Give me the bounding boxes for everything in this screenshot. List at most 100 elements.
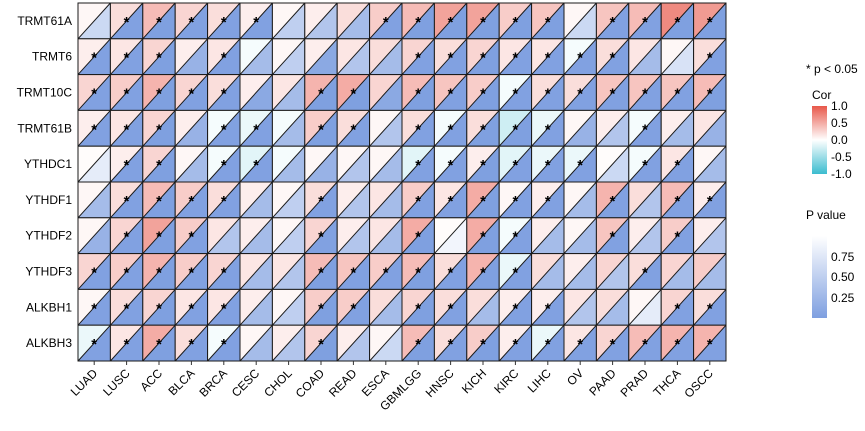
cell-diagonal: [531, 324, 565, 362]
heatmap-cell: *: [660, 2, 695, 40]
heatmap-cell: *: [142, 324, 176, 362]
cell-diagonal: [660, 289, 694, 326]
cell-diagonal: [498, 145, 532, 183]
heatmap-cell: *: [401, 109, 435, 147]
heatmap-cell: [595, 145, 630, 183]
heatmap-cell: *: [498, 109, 533, 147]
significance-marker: *: [91, 121, 97, 138]
heatmap-cell: *: [109, 109, 144, 147]
significance-marker: *: [415, 193, 421, 210]
heatmap-cell: *: [693, 288, 727, 326]
heatmap-cell: [369, 109, 403, 147]
heatmap-cell: *: [77, 288, 111, 326]
cell-diagonal: [369, 38, 403, 75]
heatmap-cell: *: [77, 253, 111, 290]
significance-marker: *: [221, 193, 227, 210]
significance-marker: *: [415, 14, 421, 31]
heatmap-cell: [628, 288, 662, 326]
cell-diagonal: [207, 74, 241, 111]
significance-marker: *: [221, 265, 227, 282]
significance-marker: *: [480, 265, 486, 282]
heatmap-cell: [369, 217, 403, 255]
row-label: YTHDF3: [25, 265, 72, 279]
significance-marker: *: [383, 14, 389, 31]
heatmap-cell: [77, 2, 111, 40]
cell-diagonal: [693, 2, 727, 40]
significance-marker: *: [415, 50, 421, 67]
heatmap-cell: *: [693, 181, 727, 219]
cell-diagonal: [207, 217, 241, 254]
cell-diagonal: [563, 38, 597, 75]
significance-marker: *: [512, 157, 518, 174]
heatmap-cell: *: [595, 217, 630, 255]
cell-diagonal: [174, 289, 208, 326]
significance-marker: *: [480, 336, 486, 353]
significance-marker: *: [610, 14, 616, 31]
cell-diagonal: [693, 145, 727, 183]
heatmap-cell: *: [433, 74, 468, 111]
heatmap-cell: [336, 145, 371, 183]
significance-marker: *: [156, 193, 162, 210]
cell-diagonal: [272, 253, 306, 290]
significance-marker: *: [156, 86, 162, 103]
significance-marker: *: [610, 86, 616, 103]
cell-diagonal: [174, 38, 208, 75]
cell-diagonal: [77, 145, 111, 183]
cell-diagonal: [401, 110, 435, 147]
cell-diagonal: [498, 110, 532, 147]
cell-diagonal: [142, 289, 176, 326]
significance-marker: *: [674, 193, 680, 210]
heatmap-cell: *: [174, 181, 209, 219]
significance-marker: *: [448, 336, 454, 353]
significance-marker: *: [318, 300, 324, 317]
p-colorbar: [812, 236, 827, 318]
column-label: LUSC: [100, 366, 133, 399]
cell-diagonal: [531, 145, 565, 183]
cell-diagonal: [628, 38, 662, 75]
heatmap-cell: *: [433, 2, 468, 40]
cell-diagonal: [498, 181, 532, 219]
cell-diagonal: [110, 145, 144, 183]
heatmap-cell: *: [693, 38, 727, 76]
significance-marker: *: [480, 193, 486, 210]
heatmap-cell: [239, 253, 273, 290]
heatmap-cell: [336, 2, 371, 40]
heatmap-cell: *: [142, 253, 176, 290]
cell-diagonal: [239, 145, 273, 183]
cell-diagonal: [693, 74, 727, 111]
heatmap-cell: *: [628, 74, 662, 111]
heatmap-cell: *: [207, 38, 241, 76]
significance-marker: *: [221, 50, 227, 67]
heatmap-cell: *: [239, 109, 273, 147]
cell-diagonal: [369, 289, 403, 326]
heatmap-cell: *: [628, 2, 662, 40]
significance-marker: *: [415, 300, 421, 317]
significance-marker: *: [124, 229, 130, 246]
cell-diagonal: [174, 181, 208, 219]
cell-diagonal: [401, 38, 435, 75]
heatmap-cell: *: [174, 253, 209, 290]
cell-diagonal: [110, 324, 144, 362]
cell-diagonal: [142, 74, 176, 111]
heatmap-cell: [304, 2, 338, 40]
heatmap-cell: [239, 217, 273, 255]
heatmap-cell: *: [401, 253, 435, 290]
cell-diagonal: [110, 110, 144, 147]
significance-marker: *: [448, 14, 454, 31]
cell-diagonal: [563, 217, 597, 254]
significance-marker: *: [91, 336, 97, 353]
cell-diagonal: [596, 145, 630, 183]
cell-diagonal: [498, 74, 532, 111]
cell-diagonal: [660, 2, 694, 40]
cell-diagonal: [272, 145, 306, 183]
cell-diagonal: [596, 2, 630, 40]
cell-diagonal: [174, 145, 208, 183]
significance-marker: *: [318, 229, 324, 246]
cell-diagonal: [272, 110, 306, 147]
heatmap-cell: *: [336, 74, 371, 111]
significance-note: * p < 0.05: [806, 62, 858, 76]
cell-diagonal: [401, 145, 435, 183]
cell-diagonal: [401, 181, 435, 219]
cell-diagonal: [563, 253, 597, 290]
